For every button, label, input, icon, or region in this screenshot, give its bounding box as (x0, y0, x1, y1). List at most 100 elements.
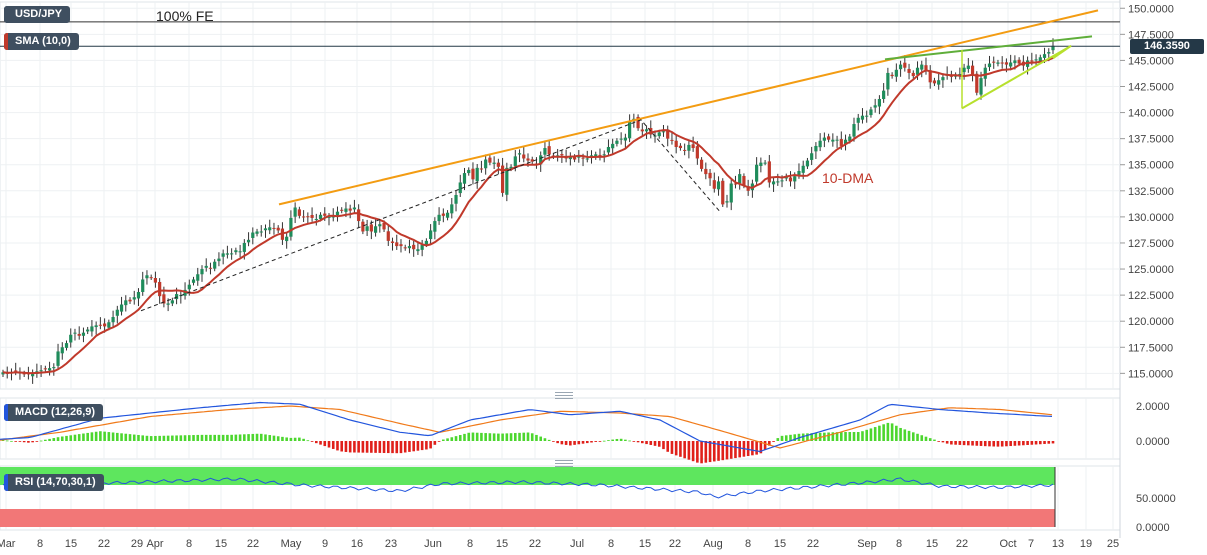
candle-body (568, 157, 572, 160)
candle-body (86, 329, 90, 332)
candle-body (445, 212, 450, 218)
macd-bar (717, 441, 720, 461)
macd-bar (1017, 441, 1021, 446)
candle-body (835, 139, 839, 141)
candle-body (174, 294, 179, 300)
x-tick-label: Jul (570, 538, 584, 550)
macd-bar (90, 432, 94, 441)
candle-body (886, 72, 890, 90)
macd-bar (784, 435, 788, 441)
candle-body (162, 294, 166, 304)
y-tick-label: 137.5000 (1128, 134, 1174, 146)
macd-bar (162, 435, 166, 441)
x-tick-label: 15 (774, 538, 786, 550)
candle-body (60, 347, 64, 354)
candle-body (81, 332, 86, 336)
candle-body (848, 136, 852, 141)
macd-bar (348, 441, 352, 453)
macd-bar (831, 432, 835, 441)
macd-bar (382, 441, 386, 453)
candle-body (378, 224, 382, 227)
macd-bar (179, 435, 183, 441)
macd-bar (44, 439, 47, 441)
candle-body (31, 373, 35, 377)
candle-body (251, 232, 255, 238)
candle-body (323, 213, 327, 216)
candle-body (611, 143, 615, 149)
x-tick-label: 8 (186, 538, 192, 550)
macd-bar (967, 441, 970, 446)
candle-body (158, 281, 162, 297)
macd-bar (933, 439, 936, 441)
candle-body (903, 62, 907, 68)
macd-bar (776, 438, 780, 441)
macd-bar (336, 441, 339, 451)
macd-bar (890, 423, 894, 441)
pane-resize-handle-macd[interactable] (555, 392, 573, 399)
candle-body (246, 239, 251, 243)
x-tick-label: 22 (98, 538, 110, 550)
rsi-legend-tag[interactable]: RSI (14,70,30,1) (4, 474, 104, 491)
candle-body (928, 70, 932, 83)
candle-body (119, 304, 124, 312)
candle-body (628, 121, 632, 139)
x-tick-label: May (281, 538, 302, 550)
pane-resize-handle-rsi[interactable] (555, 460, 573, 467)
y-tick-label: 122.5000 (1128, 290, 1174, 302)
macd-bar (657, 441, 661, 447)
candle-body (272, 227, 276, 229)
candle-body (1042, 54, 1047, 58)
candle-body (738, 174, 742, 184)
candle-body (500, 165, 505, 193)
macd-bar (856, 432, 860, 441)
macd-bar (513, 433, 517, 441)
candle-body (47, 368, 52, 371)
macd-bar (1013, 441, 1017, 446)
macd-bar (577, 441, 581, 445)
macd-bar (907, 430, 911, 441)
wedge-tip (1052, 44, 1072, 60)
x-tick-label: 23 (385, 538, 397, 550)
macd-bar (683, 441, 686, 459)
macd-bar (662, 441, 665, 450)
candle-body (1051, 45, 1055, 51)
macd-bar (920, 435, 924, 441)
y-tick-label: 150.0000 (1128, 3, 1174, 15)
macd-histogram (1, 422, 1055, 464)
macd-bar (607, 440, 610, 441)
sma-legend-tag[interactable]: SMA (10,0) (4, 33, 79, 50)
candle-body (704, 168, 708, 175)
candle-body (488, 157, 492, 163)
macd-bar (370, 441, 373, 453)
macd-bar (780, 435, 784, 441)
candle-body (293, 207, 297, 217)
candle-body (335, 211, 340, 216)
macd-bar (255, 433, 259, 441)
candle-body (1, 372, 5, 375)
candle-body (314, 218, 318, 220)
macd-bar (590, 441, 593, 443)
x-tick-label: 15 (215, 538, 227, 550)
candle-body (1013, 60, 1017, 64)
candle-body (302, 216, 306, 218)
candle-body (771, 181, 776, 185)
candle-body (970, 65, 975, 76)
candle-body (310, 215, 314, 218)
macd-bar (988, 441, 991, 447)
wedge-upper-line (884, 35, 1093, 61)
macd-bar (446, 438, 449, 441)
macd-bar (751, 441, 754, 456)
macd-bar (852, 432, 856, 441)
macd-bar (992, 441, 996, 447)
candle-body (746, 186, 750, 191)
candle-body (539, 155, 543, 165)
pair-tag[interactable]: USD/JPY (4, 6, 71, 23)
macd-bar (573, 441, 576, 445)
macd-legend-tag[interactable]: MACD (12,26,9) (4, 404, 104, 421)
macd-bar (82, 433, 85, 441)
macd-bar (480, 432, 483, 441)
macd-bar (357, 441, 360, 453)
candle-body (145, 275, 149, 279)
candle-body (259, 231, 263, 233)
